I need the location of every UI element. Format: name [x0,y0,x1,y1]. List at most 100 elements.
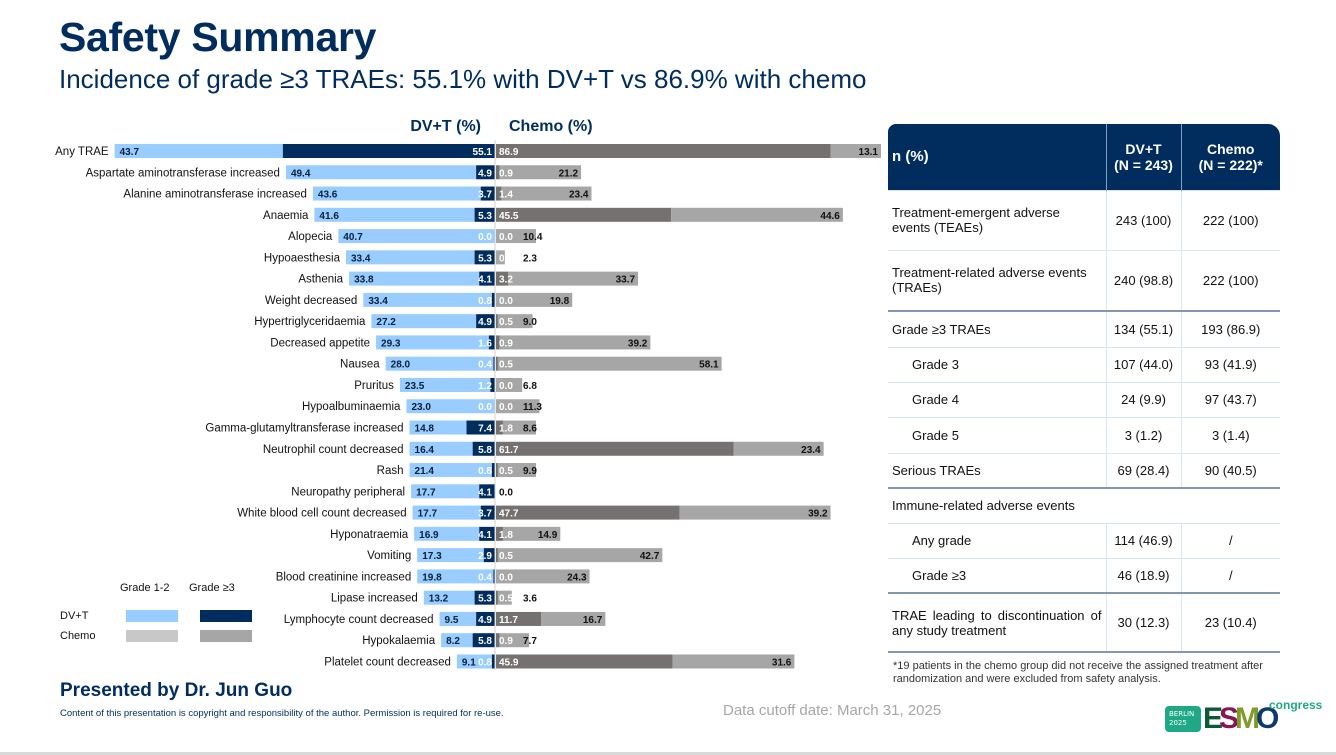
dvt-grade3-label: 0.8 [478,466,492,477]
dvt-column-header: DV+T (%) [410,118,481,135]
legend-swatch-dvt-grade12 [126,610,178,622]
chemo-grade3-label: 0.0 [499,572,513,583]
bar-chemo-grade3 [496,505,680,520]
chemo-value: / [1180,522,1280,558]
dvt-grade3-label: 7.4 [478,424,492,435]
dvt-grade3-label: 5.8 [478,636,492,647]
chemo-grade3-label: 1.8 [499,424,513,435]
dvt-grade12-label: 17.7 [418,509,438,520]
table-row: Treatment-emergent adverse events (TEAEs… [888,189,1280,250]
chemo-grade3-label: 11.7 [499,615,518,626]
bar-dvt-grade12 [399,377,491,392]
chemo-value: 3 (1.4) [1180,416,1280,453]
chemo-grade12-label: 16.7 [583,615,603,626]
chemo-grade12-label: 14.9 [538,530,558,541]
dvt-value: 30 (12.3) [1105,592,1181,653]
table-row: Grade ≥3 TRAEs 134 (55.1) 193 (86.9) [888,310,1280,347]
dvt-grade3-label: 0.4 [478,572,492,583]
dvt-grade3-label: 0.8 [478,657,492,668]
chemo-grade3-label: 0.5 [499,594,513,605]
chemo-column-header: Chemo (%) [509,118,593,135]
bar-dvt-grade3 [480,505,495,520]
row-label: Treatment-emergent adverse events (TEAEs… [888,189,1106,250]
dvt-grade3-label: 4.9 [478,168,492,179]
bar-chemo-grade12 [497,463,537,478]
dvt-grade3-label: 4.1 [478,275,492,286]
bar-dvt-grade12 [409,420,467,435]
bar-chemo-grade12 [508,271,639,286]
dvt-grade12-label: 14.8 [415,424,435,435]
bar-dvt-grade3 [472,441,495,456]
dvt-grade12-label: 41.6 [319,211,339,222]
row-label: Treatment-related adverse events (TRAEs) [888,249,1106,311]
bar-dvt-grade3 [474,207,495,222]
legend-swatch-chemo-grade3 [200,630,252,642]
row-label: Grade 4 [888,381,1106,417]
bar-chemo-grade3 [496,186,502,201]
dvt-grade12-label: 8.2 [446,636,460,647]
table-row: Grade 4 24 (9.9) 97 (43.7) [888,381,1280,417]
dvt-grade3-label: 0.0 [478,232,492,243]
chemo-grade12-label: 39.2 [808,509,828,520]
bar-chemo-grade12 [672,654,795,669]
bar-dvt-grade12 [412,505,481,520]
category-label: Hyponatraemia [330,529,409,541]
bar-chemo-grade12 [497,548,663,563]
category-label: Lipase increased [331,593,418,605]
bar-dvt-grade3 [490,377,495,392]
chemo-value: 23 (10.4) [1180,592,1280,653]
chemo-value: / [1180,557,1280,593]
dvt-grade3-label: 55.1 [473,147,493,158]
bar-chemo-grade12 [830,144,881,158]
bar-chemo-grade12 [671,207,843,222]
bar-dvt-grade3 [493,569,495,584]
safety-summary-table: n (%) DV+T (N = 243) Chemo (N = 222)* Trea… [888,124,1280,653]
category-label: Decreased appetite [270,337,370,349]
butterfly-bar-chart: DV+T (%) Chemo (%) Any TRAE 43.7 55.1 86.9 1… [55,118,881,670]
dvt-grade3-label: 5.3 [478,211,492,222]
bar-dvt-grade3 [479,484,495,499]
category-label: Neuropathy peripheral [291,486,405,498]
row-label: Grade 5 [888,416,1106,453]
bar-chemo-grade12 [502,526,561,541]
dvt-grade3-label: 0.8 [478,296,492,307]
bar-dvt-grade12 [314,207,475,222]
chemo-grade3-label: 3.2 [499,275,513,286]
bar-dvt-grade3 [479,271,495,286]
dvt-grade12-label: 27.2 [376,317,396,328]
dvt-grade3-label: 1.2 [478,381,492,392]
chemo-grade3-label: 0.5 [499,466,513,477]
chemo-grade12-label: 13.1 [859,147,879,158]
chemo-grade12-label: 0.0 [499,487,513,498]
row-label: Grade ≥3 [888,557,1106,593]
chemo-grade12-label: 23.4 [569,190,589,201]
category-label: Hypoaesthesia [264,252,341,264]
bar-dvt-grade3 [472,633,495,648]
table-row: Grade ≥3 46 (18.9) / [888,557,1280,593]
chemo-grade3-label: 1.4 [499,190,513,201]
bar-dvt-grade3 [466,420,495,435]
dvt-value: 107 (44.0) [1105,346,1181,382]
bar-dvt-grade12 [376,335,489,350]
bar-chemo-grade3 [496,654,673,669]
category-label: Asthenia [298,274,343,286]
chemo-grade12-label: 7.7 [523,636,537,647]
chemo-grade3-label: 0.5 [499,317,513,328]
bar-chemo-grade12 [497,314,533,329]
dvt-grade12-label: 49.4 [291,168,311,179]
category-label: Rash [377,465,404,477]
chemo-grade3-label: 1.8 [499,530,513,541]
legend-swatch-dvt-grade3 [200,610,252,622]
bar-chemo-grade12 [496,250,505,265]
legend-row-dvt: DV+T [60,610,89,622]
bar-dvt-grade3 [476,314,495,329]
chemo-grade3-label: 0.9 [499,636,513,647]
bar-dvt-grade3 [488,335,495,350]
dvt-grade3-label: 1.6 [478,338,492,349]
chemo-grade12-label: 2.3 [523,253,537,264]
dvt-grade3-label: 0.0 [478,402,492,413]
bar-dvt-grade12 [363,292,492,307]
bar-dvt-grade12 [417,548,484,563]
dvt-grade12-label: 28.0 [391,360,411,371]
dvt-grade12-label: 9.1 [462,657,476,668]
